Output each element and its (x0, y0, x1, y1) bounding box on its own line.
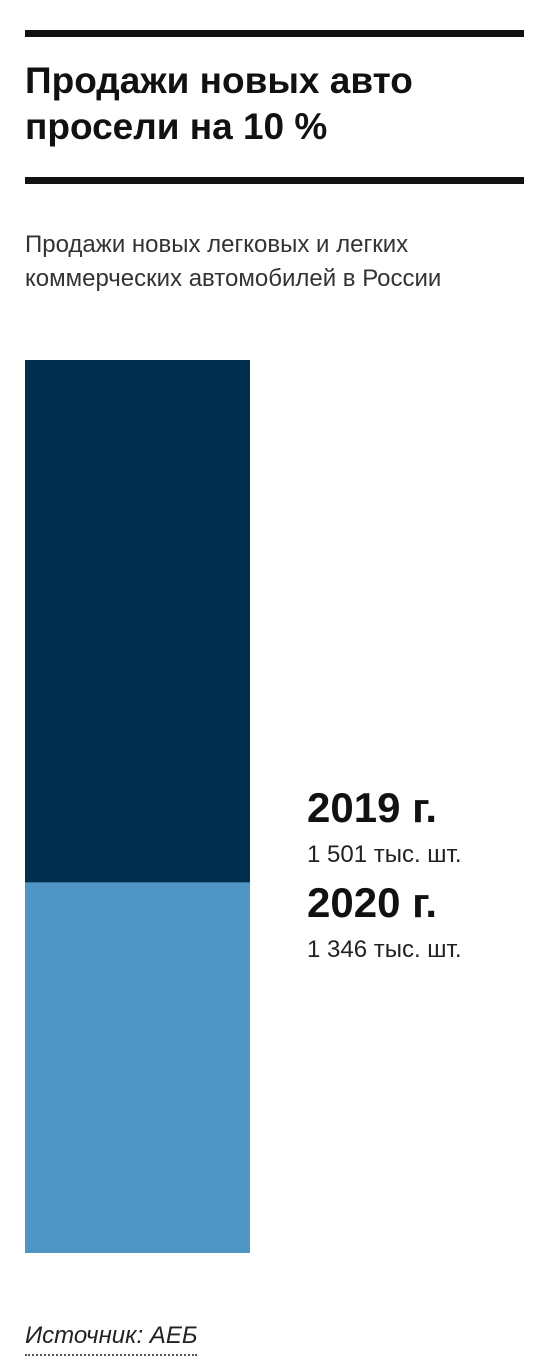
top-rule (25, 30, 524, 37)
chart-subtitle: Продажи новых легковых и легких коммерче… (25, 231, 442, 292)
chart: 2019 г. 1 501 тыс. шт. 2020 г. 1 346 тыс. ш… (25, 360, 462, 1253)
category-label: 2019 г. (307, 784, 437, 831)
category-label: 2020 г. (307, 879, 437, 926)
chart-title: Продажи новых авто просели на 10 % (25, 60, 413, 147)
source: Источник: АЕБ (25, 1322, 198, 1356)
bar (25, 882, 250, 1253)
title-rule (25, 177, 524, 184)
value-label: 1 346 тыс. шт. (307, 936, 462, 963)
value-label: 1 501 тыс. шт. (307, 841, 462, 868)
